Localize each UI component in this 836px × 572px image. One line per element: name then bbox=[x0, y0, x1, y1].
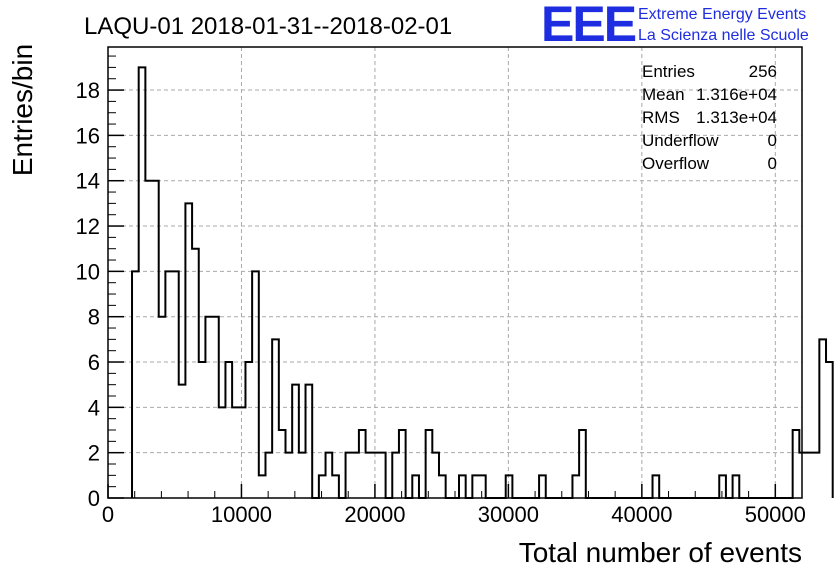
grid-lines bbox=[108, 47, 802, 498]
x-axis-ticks: 0 10000 20000 30000 40000 50000 bbox=[102, 484, 806, 527]
y-tick-label: 10 bbox=[76, 259, 100, 284]
logo-mark: EEE bbox=[541, 0, 636, 52]
stats-value: 256 bbox=[749, 62, 777, 81]
y-tick-label: 8 bbox=[88, 305, 100, 330]
x-tick-label: 30000 bbox=[478, 502, 539, 527]
x-tick-label: 40000 bbox=[611, 502, 672, 527]
chart-title: LAQU-01 2018-01-31--2018-02-01 bbox=[84, 13, 452, 40]
stats-label: Entries bbox=[642, 62, 695, 81]
stats-label: Underflow bbox=[642, 131, 719, 150]
y-tick-label: 2 bbox=[88, 441, 100, 466]
y-tick-label: 0 bbox=[88, 486, 100, 511]
y-tick-label: 18 bbox=[76, 78, 100, 103]
y-tick-label: 12 bbox=[76, 214, 100, 239]
stats-value: 0 bbox=[768, 131, 777, 150]
y-tick-label: 14 bbox=[76, 169, 100, 194]
stats-label: Overflow bbox=[642, 154, 710, 173]
x-tick-label: 50000 bbox=[745, 502, 806, 527]
eee-logo: EEE Extreme Energy Events La Scienza nel… bbox=[541, 0, 809, 52]
stats-label: Mean bbox=[642, 85, 685, 104]
logo-caption-line1: Extreme Energy Events bbox=[638, 6, 806, 23]
y-tick-label: 16 bbox=[76, 123, 100, 148]
stats-value: 1.316e+04 bbox=[696, 85, 777, 104]
logo-caption-line2: La Scienza nelle Scuole bbox=[638, 27, 809, 44]
x-tick-label: 10000 bbox=[211, 502, 272, 527]
y-tick-label: 4 bbox=[88, 395, 100, 420]
y-axis-ticks: 0 2 4 6 8 10 12 14 16 18 bbox=[76, 55, 124, 511]
stats-label: RMS bbox=[642, 108, 680, 127]
x-axis-title: Total number of events bbox=[519, 537, 802, 568]
y-axis-title: Entries/bin bbox=[7, 44, 38, 176]
stats-box: Entries 256 Mean 1.316e+04 RMS 1.313e+04 Under… bbox=[642, 62, 777, 173]
x-tick-label: 0 bbox=[102, 502, 114, 527]
y-tick-label: 6 bbox=[88, 350, 100, 375]
stats-value: 0 bbox=[768, 154, 777, 173]
stats-value: 1.313e+04 bbox=[696, 108, 777, 127]
x-tick-label: 20000 bbox=[344, 502, 405, 527]
